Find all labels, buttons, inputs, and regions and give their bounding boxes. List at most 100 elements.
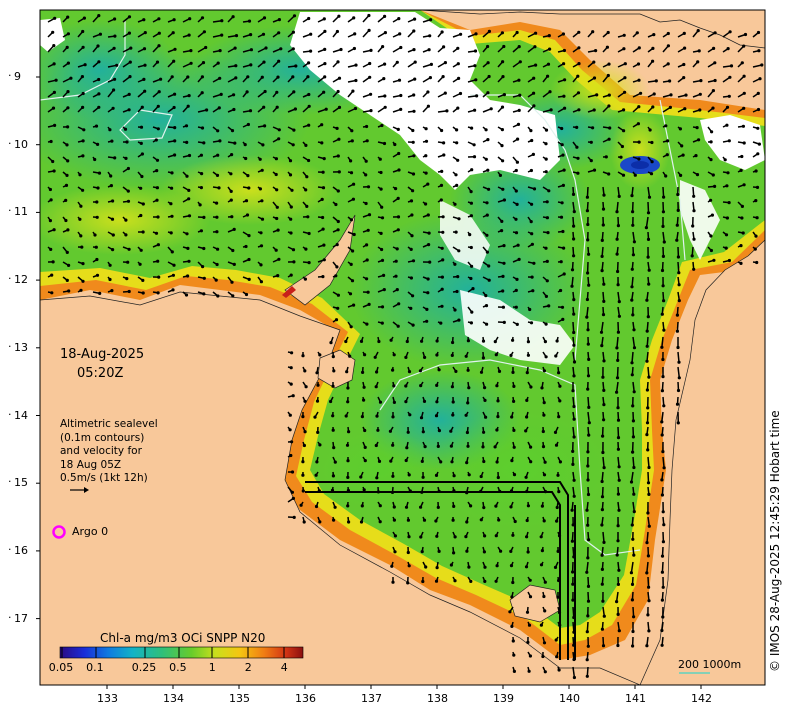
velocity-arrowhead	[600, 508, 605, 512]
velocity-arrowhead	[435, 383, 439, 387]
velocity-arrowhead	[470, 126, 474, 130]
velocity-arrowhead	[304, 385, 308, 389]
velocity-arrowhead	[616, 612, 620, 617]
velocity-arrowhead	[318, 520, 322, 524]
velocity-arrowhead	[307, 16, 311, 21]
velocity-arrowhead	[739, 244, 743, 248]
velocity-arrowhead	[632, 492, 636, 496]
velocity-arrowhead	[709, 158, 713, 162]
velocity-arrowhead	[66, 90, 70, 94]
velocity-arrowhead	[408, 413, 412, 417]
velocity-arrowhead	[455, 128, 459, 132]
velocity-arrowhead	[336, 89, 340, 94]
velocity-arrowhead	[441, 230, 445, 234]
velocity-arrowhead	[412, 93, 416, 97]
velocity-arrowhead	[97, 92, 101, 96]
velocity-arrowhead	[501, 187, 505, 191]
velocity-arrowhead	[465, 520, 469, 524]
velocity-arrowhead	[428, 76, 432, 80]
velocity-arrowhead	[410, 213, 414, 217]
velocity-arrowhead	[665, 153, 669, 157]
velocity-arrowhead	[93, 157, 97, 162]
velocity-arrowhead	[675, 238, 679, 242]
velocity-arrowhead	[616, 406, 620, 410]
velocity-arrowhead	[307, 231, 311, 236]
velocity-arrowhead	[515, 202, 519, 206]
velocity-arrowhead	[231, 15, 235, 19]
velocity-arrowhead	[382, 273, 386, 277]
velocity-arrowhead	[479, 474, 483, 479]
velocity-arrowhead	[399, 93, 403, 98]
velocity-arrowhead	[713, 61, 717, 65]
velocity-arrowhead	[187, 259, 191, 263]
velocity-arrowhead	[602, 540, 606, 545]
velocity-arrow	[647, 456, 650, 468]
velocity-arrowhead	[439, 460, 443, 464]
velocity-arrowhead	[307, 92, 311, 97]
velocity-arrowhead	[332, 518, 336, 522]
velocity-arrowhead	[754, 169, 758, 173]
velocity-arrowhead	[143, 30, 147, 35]
velocity-arrowhead	[66, 228, 70, 232]
velocity-arrowhead	[514, 217, 518, 221]
velocity-arrowhead	[155, 198, 159, 202]
velocity-arrowhead	[429, 18, 433, 22]
ocean-yellow-patch	[610, 110, 670, 190]
velocity-arrowhead	[435, 339, 439, 343]
velocity-arrowhead	[219, 92, 223, 96]
velocity-arrowhead	[493, 340, 497, 344]
velocity-arrowhead	[127, 247, 131, 251]
velocity-arrowhead	[173, 139, 177, 143]
velocity-arrowhead	[435, 353, 439, 357]
velocity-arrowhead	[259, 244, 264, 248]
velocity-arrowhead	[406, 430, 410, 434]
velocity-arrowhead	[691, 224, 695, 228]
velocity-arrowhead	[171, 273, 175, 277]
velocity-arrowhead	[189, 49, 193, 53]
velocity-arrowhead	[216, 294, 220, 298]
velocity-arrowhead	[617, 194, 621, 198]
velocity-arrowhead	[452, 474, 456, 478]
velocity-arrowhead	[556, 595, 560, 599]
velocity-arrowhead	[664, 124, 668, 128]
velocity-arrowhead	[660, 570, 665, 574]
velocity-arrowhead	[421, 430, 425, 434]
velocity-arrowhead	[645, 433, 649, 437]
velocity-arrowhead	[543, 609, 547, 613]
velocity-arrowhead	[616, 358, 620, 362]
velocity-arrowhead	[544, 142, 548, 146]
velocity-arrowhead	[51, 159, 55, 164]
velocity-arrowhead	[351, 89, 355, 93]
velocity-arrowhead	[647, 585, 651, 589]
velocity-arrowhead	[646, 554, 651, 558]
velocity-arrowhead	[545, 279, 549, 283]
velocity-arrowhead	[318, 353, 322, 357]
velocity-arrowhead	[645, 571, 649, 575]
velocity-arrow	[600, 321, 604, 333]
velocity-arrowhead	[336, 154, 340, 158]
velocity-arrowhead	[157, 44, 161, 48]
velocity-arrowhead	[615, 600, 619, 604]
velocity-arrowhead	[570, 284, 574, 288]
velocity-arrowhead	[426, 90, 430, 94]
velocity-arrowhead	[511, 580, 515, 585]
velocity-arrowhead	[109, 184, 113, 188]
velocity-arrowhead	[587, 405, 591, 409]
velocity-arrowhead	[169, 202, 173, 206]
velocity-arrowhead	[445, 109, 449, 113]
velocity-arrowhead	[631, 223, 635, 227]
velocity-arrowhead	[81, 154, 85, 158]
land-arnhem	[40, 291, 641, 685]
velocity-arrowhead	[585, 297, 590, 302]
argo-marker[interactable]	[52, 525, 66, 539]
latitude-tick-label: 16	[14, 543, 28, 557]
velocity-arrowhead	[654, 79, 658, 83]
velocity-arrowhead	[647, 629, 651, 633]
velocity-arrowhead	[571, 449, 575, 453]
velocity-arrowhead	[249, 33, 253, 37]
velocity-arrowhead	[217, 186, 221, 190]
velocity-arrowhead	[394, 274, 398, 278]
velocity-arrowhead	[390, 564, 394, 568]
velocity-arrowhead	[696, 29, 700, 33]
velocity-arrowhead	[410, 234, 414, 238]
